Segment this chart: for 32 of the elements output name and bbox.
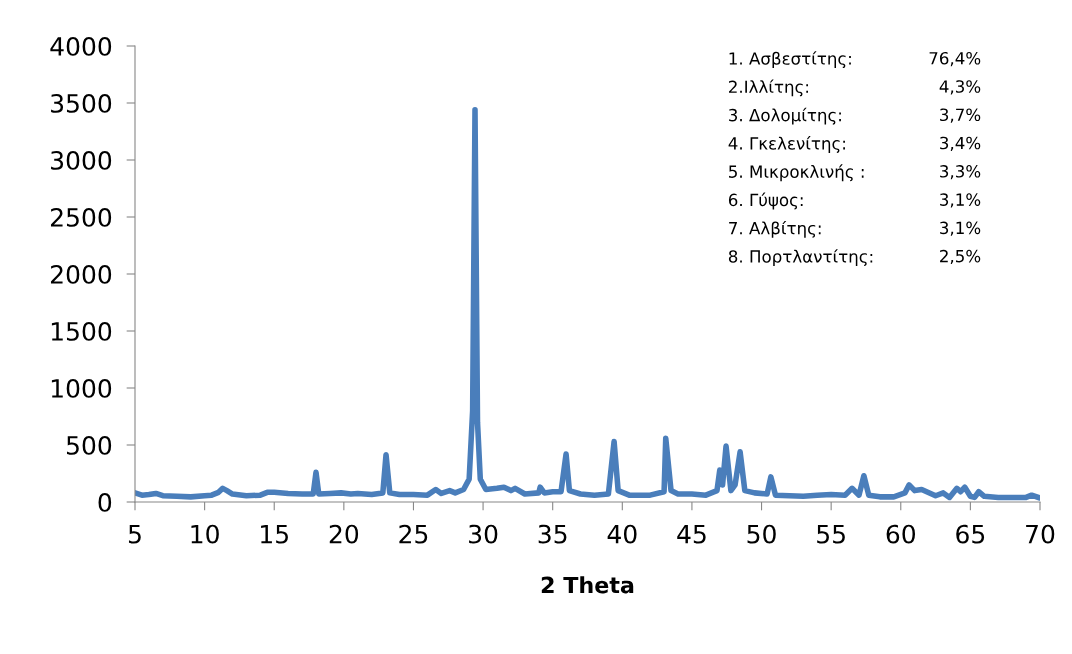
x-tick-label: 5 — [128, 524, 141, 544]
y-tick-label: 500 — [66, 435, 112, 455]
x-tick-label: 35 — [538, 524, 567, 544]
y-tick-label: 1000 — [51, 378, 112, 398]
text: 7. Αλβίτης: 3,1% — [729, 220, 981, 238]
y-tick-label: 2000 — [50, 264, 112, 284]
y-tick-label: 1500 — [51, 321, 112, 341]
x-axis-title: 2 Theta — [541, 576, 634, 594]
text: 5. Μικροκλινής : 3,3% — [729, 164, 981, 182]
x-tick-label: 70 — [1026, 524, 1055, 544]
y-tick-label: 3500 — [51, 93, 112, 113]
x-tick-label: 55 — [817, 524, 845, 544]
x-tick-label: 60 — [886, 524, 916, 544]
y-tick-label: 3000 — [51, 150, 112, 170]
y-tick-label: 0 — [98, 492, 112, 512]
text: 2.Ιλλίτης: 4,3% — [729, 79, 981, 97]
x-tick-label: 30 — [469, 524, 498, 544]
x-tick-label: 10 — [191, 524, 219, 544]
x-tick-label: 20 — [329, 524, 359, 544]
x-tick-label: 15 — [261, 524, 288, 544]
x-tick-label: 45 — [677, 524, 706, 544]
text: 3. Δολομίτης: 3,7% — [729, 107, 981, 125]
x-tick-label: 50 — [747, 524, 776, 544]
text: 8. Πορτλαντίτης: 2,5% — [728, 249, 981, 266]
x-tick-label: 40 — [607, 524, 637, 544]
text: 6. Γύψος: 3,1% — [728, 192, 981, 210]
y-tick-label: 4000 — [50, 36, 112, 56]
text: 4. Γκελενίτης: 3,4% — [728, 136, 981, 153]
text: 1. Ασβεστίτης: 76,4% — [729, 51, 981, 69]
x-tick-label: 65 — [956, 524, 985, 544]
y-tick-label: 2500 — [50, 207, 112, 227]
x-tick-label: 25 — [399, 524, 428, 544]
